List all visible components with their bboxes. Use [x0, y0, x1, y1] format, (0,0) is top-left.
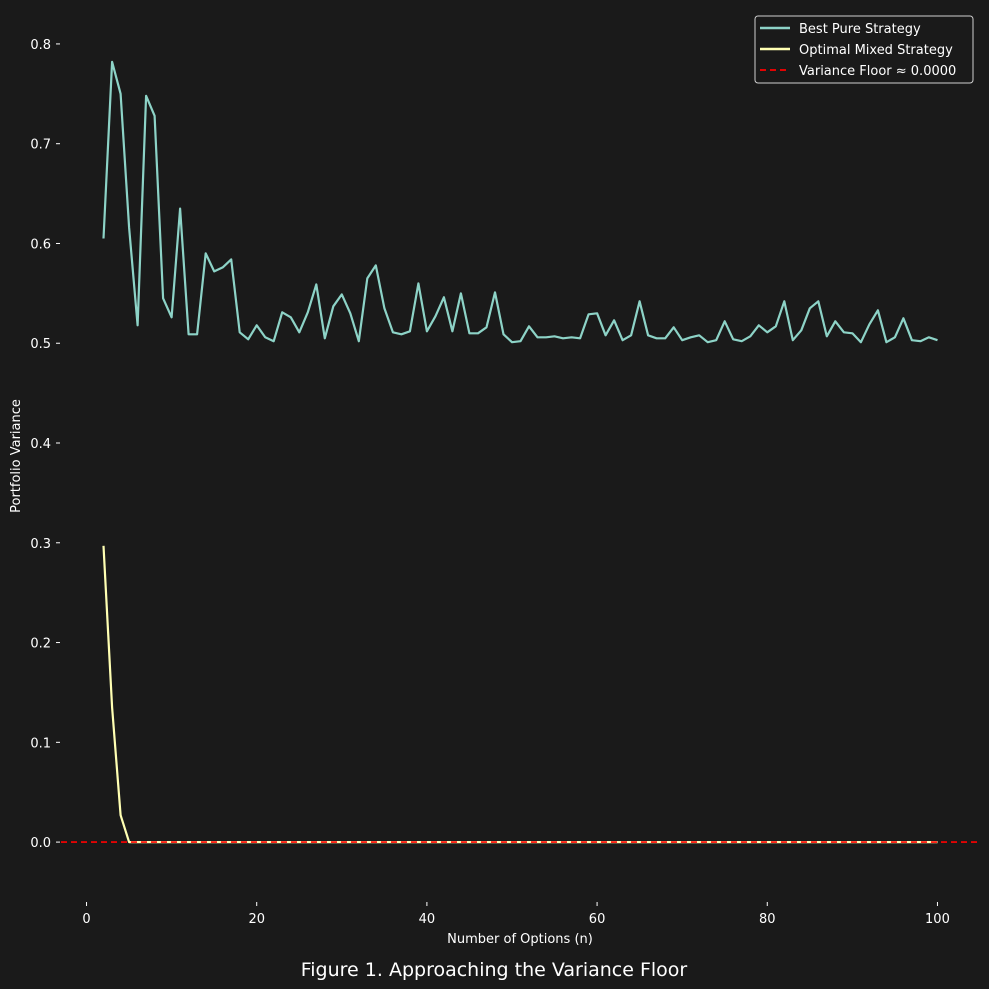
y-tick-label: 0.0	[30, 836, 51, 851]
y-axis: 0.0 0.1 0.2 0.3 0.4 0.5 0.6 0.7 0.8	[30, 38, 60, 851]
y-tick-label: 0.2	[30, 637, 51, 652]
x-tick-label: 40	[419, 912, 436, 927]
y-tick-label: 0.5	[30, 337, 51, 352]
y-tick-label: 0.6	[30, 237, 51, 252]
x-axis-label: Number of Options (n)	[447, 932, 593, 947]
x-tick-label: 0	[82, 912, 90, 927]
figure-caption: Figure 1. Approaching the Variance Floor	[301, 959, 688, 981]
x-tick-label: 20	[248, 912, 265, 927]
plot-area	[61, 60, 980, 844]
y-tick-label: 0.1	[30, 736, 51, 751]
legend: Best Pure Strategy Optimal Mixed Strateg…	[754, 15, 974, 84]
legend-box	[754, 15, 974, 84]
legend-label-optimal-mixed: Optimal Mixed Strategy	[799, 43, 953, 58]
y-tick-label: 0.7	[30, 138, 51, 153]
x-tick-label: 100	[925, 912, 950, 927]
x-axis: 0 20 40 60 80 100	[82, 902, 950, 927]
y-tick-label: 0.4	[30, 437, 51, 452]
y-tick-label: 0.8	[30, 38, 51, 53]
y-tick-label: 0.3	[30, 537, 51, 552]
x-tick-label: 60	[589, 912, 606, 927]
x-tick-label: 80	[759, 912, 776, 927]
y-axis-label: Portfolio Variance	[9, 399, 24, 513]
series-line-best-pure	[102, 60, 938, 344]
legend-label-variance-floor: Variance Floor ≈ 0.0000	[799, 64, 956, 79]
legend-label-best-pure: Best Pure Strategy	[799, 22, 921, 37]
